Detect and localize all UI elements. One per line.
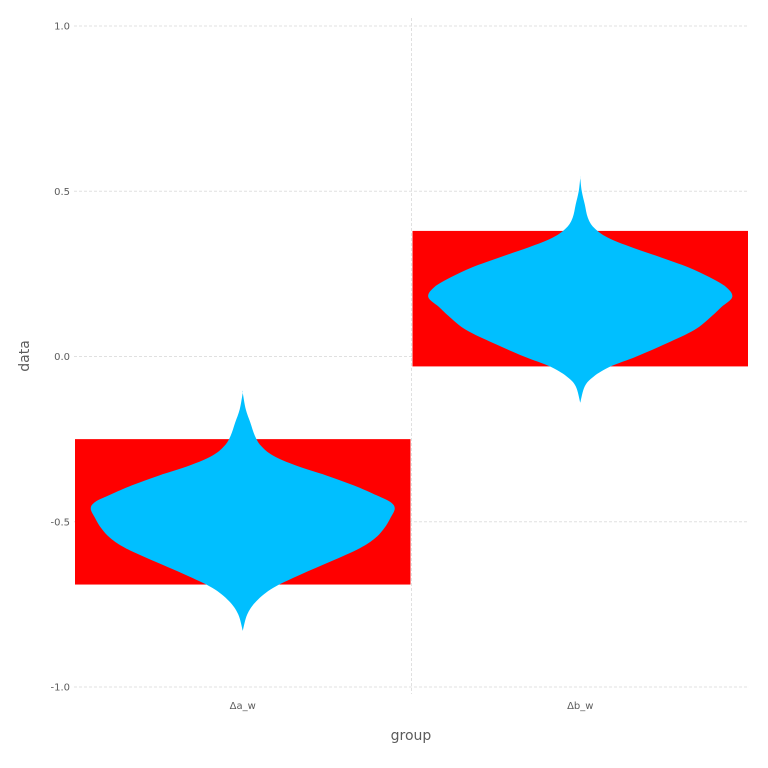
violin-1 — [90, 390, 395, 631]
x-tick-label: Δa_w — [230, 701, 256, 712]
y-tick-label: 0.5 — [54, 187, 70, 198]
y-axis-title: data — [17, 340, 33, 372]
y-tick-label: 1.0 — [54, 22, 70, 33]
y-tick-label: -1.0 — [50, 683, 70, 694]
violin-layer — [90, 176, 733, 631]
y-tick-labels: -1.0 -0.5 0.0 0.5 1.0 — [50, 22, 70, 694]
x-tick-label: Δb_w — [567, 701, 593, 712]
x-axis-title: group — [391, 728, 432, 744]
y-tick-label: -0.5 — [50, 517, 70, 528]
x-tick-labels: Δa_w Δb_w — [230, 701, 594, 712]
violin-2 — [428, 176, 733, 403]
y-tick-label: 0.0 — [54, 352, 70, 363]
